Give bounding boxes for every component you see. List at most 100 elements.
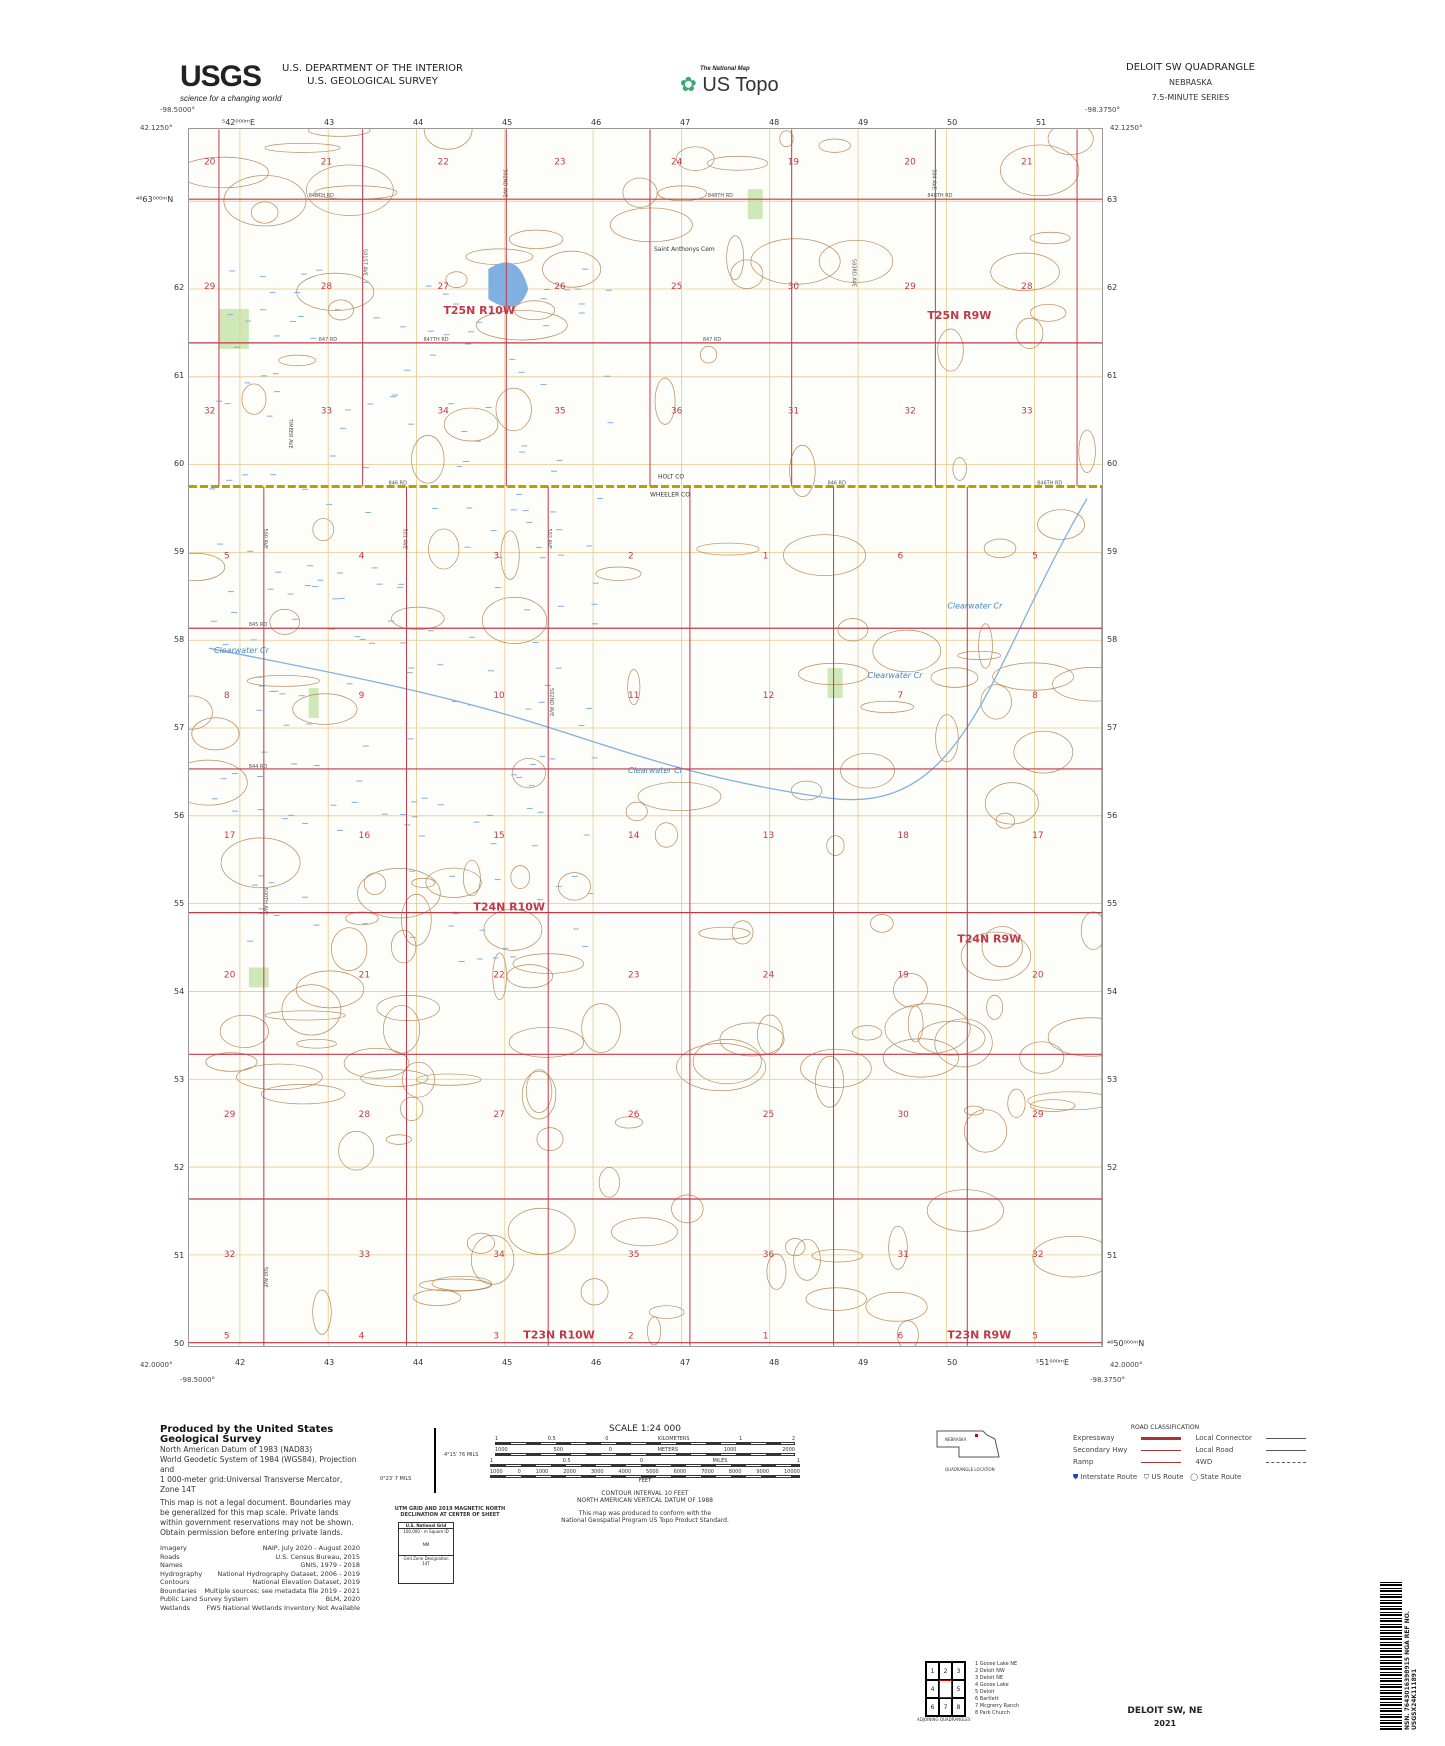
easting-label: 43 [324,118,335,127]
contour-line [818,239,894,283]
contour-line [525,1069,553,1113]
contour-line [696,542,760,556]
contour-line [500,530,520,580]
contour-line [952,457,967,481]
contour-line [852,1025,883,1041]
section-number: 25 [671,282,682,292]
contour-line [698,926,751,940]
northing-label: 57 [174,723,185,732]
northing-label: 63 [1107,195,1118,204]
contour-line [189,552,226,581]
section-number: 19 [788,157,800,167]
contour-line [981,926,1023,968]
scale-bar [495,1453,795,1456]
section-number: 32 [1032,1250,1043,1260]
northing-label: 57 [1107,723,1118,732]
contour-line [327,299,354,321]
us-topo-logo: The National Map ✿ US Topo [680,66,779,96]
usng-box: U.S. National Grid 100,000 - m Square ID N… [398,1522,454,1584]
northing-label: 61 [1107,371,1118,380]
adjoining-cell: 1 [926,1662,939,1680]
contour-line [1029,231,1071,245]
road-classification-legend: ROAD CLASSIFICATION Expressway Local Conn… [1065,1424,1306,1485]
section-number: 4 [359,551,365,561]
contour-line [306,164,394,216]
contour-line [345,911,379,926]
road-symbol [1141,1449,1182,1451]
section-number: 19 [897,970,909,980]
contour-line [423,129,473,150]
state-route-icon: ◯ [1190,1473,1199,1481]
contour-line [826,835,845,856]
contour-line [598,1167,621,1198]
contour-line [509,229,564,249]
contour-line [654,822,678,848]
northing-label: 61 [174,371,185,380]
source-row: Hydrography National Hydrography Dataset,… [160,1569,360,1578]
corner-ne-lon: -98.3750° [1085,106,1120,114]
northing-label: 62 [174,283,185,292]
section-number: 33 [321,407,332,417]
scale-mi-labels: 1 0.5 0 MILES 1 [490,1458,800,1464]
contour-line [992,662,1074,691]
road-label: 847TH RD [423,337,448,343]
contour-line [507,1207,576,1255]
adjoining-cell: 8 [952,1698,965,1716]
contour-line [312,518,335,542]
northing-label: 59 [174,547,185,556]
contour-line [811,1249,863,1263]
road-label: 501ST AVE [362,249,368,276]
easting-label: 50 [947,1358,958,1367]
contour-line [331,927,368,972]
section-number: 15 [493,831,504,841]
northing-label: 53 [174,1075,185,1084]
section-number: 4 [359,1332,365,1342]
contour-line [462,859,481,897]
vegetation-patch [827,668,843,699]
section-number: 24 [671,157,683,167]
easting-label: 44 [413,1358,424,1367]
corner-sw-lat: 42.0000° [140,1361,173,1369]
contour-line [837,618,869,642]
corner-nw-lon: -98.5000° [160,106,195,114]
road-label: 845 RD [249,622,268,628]
contour-line [189,695,213,730]
contour-line [882,1038,959,1078]
contour-line [312,1289,332,1335]
source-row: Imagery NAIP, July 2020 - August 2020 [160,1544,360,1552]
contour-line [296,272,375,311]
easting-label: 51 [1036,118,1047,127]
contour-line [223,175,307,227]
contour-line [978,623,993,669]
contour-line [964,1105,984,1116]
scale-ft-labels: 1000 0 1000 2000 3000 4000 5000 6000 7000 8000 900… [490,1469,800,1475]
section-number: 35 [554,407,565,417]
contour-line [411,877,436,888]
contour-line [917,1020,986,1056]
road-label: 844 RD [249,764,268,770]
section-number: 11 [628,691,639,701]
section-number: 3 [493,551,499,561]
contour-line [431,1275,492,1291]
contour-line [413,1289,462,1306]
contour-line [872,629,942,673]
northing-label: 59 [1107,547,1118,556]
section-number: 26 [554,282,566,292]
section-number: 14 [628,831,640,841]
adjoining-cell: 6 [926,1698,939,1716]
contour-line [730,259,764,289]
adjoining-cell: 2 [939,1662,952,1680]
corner-se-lon: -98.3750° [1090,1376,1125,1384]
contour-line [671,1194,704,1224]
contour-line [614,1116,644,1129]
contour-line [513,300,556,321]
adjoining-quad-name: 3 Deloit NE [975,1675,1003,1681]
adjoining-quad-name: 4 Goose Lake [975,1682,1009,1688]
section-number: 5 [1032,1332,1038,1342]
vegetation-patch [747,189,763,220]
northing-label: 50 [174,1339,185,1348]
contour-line [793,1238,821,1281]
northing-label: 51 [174,1251,185,1260]
contour-line [419,1278,493,1292]
